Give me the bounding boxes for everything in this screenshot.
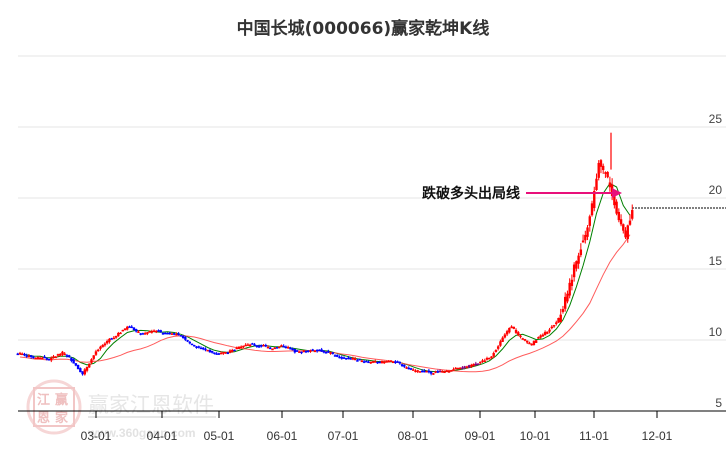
y-tick-label: 15 <box>709 254 723 268</box>
svg-text:www.360gann.com: www.360gann.com <box>87 426 196 440</box>
svg-text:江: 江 <box>37 392 50 408</box>
exit-line-annotation: 跌破多头出局线 <box>422 185 622 202</box>
x-tick-label: 07-01 <box>328 429 359 443</box>
y-tick-label: 10 <box>709 325 723 339</box>
chart-title: 中国长城(000066)赢家乾坤K线 <box>236 19 490 39</box>
svg-text:恩: 恩 <box>37 411 50 426</box>
grid-lines <box>18 55 726 341</box>
x-tick-label: 04-01 <box>147 429 178 443</box>
svg-text:赢家江恩软件: 赢家江恩软件 <box>88 393 214 417</box>
x-tick-label: 06-01 <box>267 429 298 443</box>
x-tick-label: 08-01 <box>398 429 429 443</box>
moving-averages <box>19 182 726 373</box>
x-tick-label: 12-01 <box>642 429 673 443</box>
x-tick-label: 03-01 <box>81 429 112 443</box>
y-tick-label: 25 <box>709 112 723 126</box>
y-tick-label: 5 <box>715 396 722 410</box>
svg-text:家: 家 <box>55 410 69 426</box>
x-axis: 03-01 04-01 05-01 06-01 07-01 08-01 09-01 10-01… <box>18 410 726 443</box>
y-tick-label: 20 <box>709 183 723 197</box>
x-tick-label: 05-01 <box>204 429 235 443</box>
annotation-label: 跌破多头出局线 <box>422 185 520 202</box>
x-tick-label: 09-01 <box>465 429 496 443</box>
svg-text:赢: 赢 <box>55 392 68 408</box>
watermark: 江 赢 恩 家 赢家江恩软件 www.360gann.com <box>26 379 216 440</box>
y-axis-labels: 5 10 15 20 25 <box>709 112 723 410</box>
candlesticks <box>16 132 634 376</box>
x-tick-label: 10-01 <box>520 429 551 443</box>
x-tick-label: 11-01 <box>579 429 609 443</box>
